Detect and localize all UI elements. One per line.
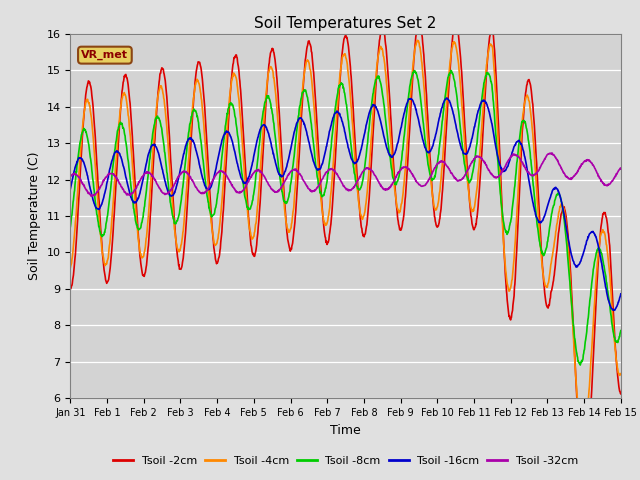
Tsoil -32cm [548, 150, 556, 156]
Line: Tsoil -4cm: Tsoil -4cm [70, 40, 621, 440]
Tsoil -16cm [444, 95, 451, 101]
Tsoil -16cm [175, 171, 183, 177]
Tsoil -32cm [176, 172, 184, 178]
Tsoil -32cm [87, 193, 95, 199]
Tsoil -32cm [189, 179, 197, 185]
Line: Tsoil -8cm: Tsoil -8cm [70, 71, 621, 365]
Tsoil -2cm [504, 297, 511, 303]
Tsoil -4cm [431, 206, 439, 212]
Tsoil -8cm [617, 328, 625, 334]
Tsoil -16cm [504, 164, 511, 170]
Tsoil -16cm [552, 184, 559, 190]
Tsoil -2cm [67, 286, 74, 291]
Tsoil -4cm [175, 247, 183, 253]
Y-axis label: Soil Temperature (C): Soil Temperature (C) [28, 152, 41, 280]
Tsoil -4cm [617, 371, 625, 376]
Line: Tsoil -32cm: Tsoil -32cm [70, 153, 621, 196]
Tsoil -4cm [579, 437, 587, 443]
Tsoil -2cm [175, 266, 183, 272]
Line: Tsoil -16cm: Tsoil -16cm [70, 98, 621, 311]
Legend: Tsoil -2cm, Tsoil -4cm, Tsoil -8cm, Tsoil -16cm, Tsoil -32cm: Tsoil -2cm, Tsoil -4cm, Tsoil -8cm, Tsoi… [108, 451, 583, 470]
Tsoil -32cm [251, 168, 259, 174]
Tsoil -16cm [250, 151, 258, 156]
Line: Tsoil -2cm: Tsoil -2cm [70, 22, 621, 476]
Tsoil -16cm [431, 135, 439, 141]
Tsoil -8cm [504, 231, 511, 237]
Tsoil -8cm [447, 68, 455, 73]
X-axis label: Time: Time [330, 424, 361, 437]
Tsoil -32cm [552, 156, 560, 162]
Tsoil -4cm [504, 281, 511, 287]
Tsoil -4cm [552, 228, 559, 234]
Tsoil -32cm [67, 173, 74, 179]
Tsoil -16cm [610, 308, 618, 313]
Tsoil -8cm [431, 174, 439, 180]
Tsoil -2cm [617, 391, 625, 397]
Tsoil -32cm [617, 166, 625, 172]
Tsoil -8cm [175, 210, 183, 216]
Tsoil -4cm [189, 101, 196, 107]
Text: VR_met: VR_met [81, 50, 129, 60]
Tsoil -2cm [416, 19, 424, 24]
Title: Soil Temperatures Set 2: Soil Temperatures Set 2 [255, 16, 436, 31]
Tsoil -16cm [617, 291, 625, 297]
Tsoil -4cm [67, 265, 74, 271]
Tsoil -4cm [414, 37, 422, 43]
Tsoil -8cm [189, 108, 196, 114]
Tsoil -2cm [552, 257, 559, 263]
Tsoil -8cm [250, 187, 258, 192]
Tsoil -8cm [552, 194, 559, 200]
Tsoil -2cm [431, 218, 439, 224]
Tsoil -16cm [189, 137, 196, 143]
Tsoil -8cm [577, 362, 584, 368]
Tsoil -32cm [431, 165, 439, 171]
Tsoil -4cm [250, 229, 258, 235]
Tsoil -32cm [504, 159, 511, 165]
Tsoil -2cm [189, 109, 196, 115]
Tsoil -16cm [67, 186, 74, 192]
Tsoil -2cm [581, 473, 589, 479]
Tsoil -8cm [67, 224, 74, 229]
Tsoil -2cm [250, 253, 258, 259]
